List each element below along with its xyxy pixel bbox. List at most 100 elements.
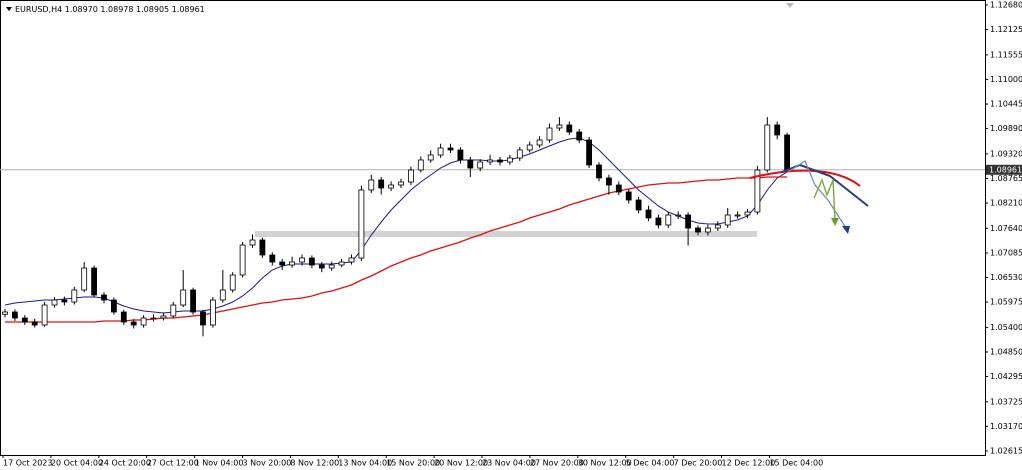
candle-body xyxy=(91,267,97,296)
header-low: 1.08905 xyxy=(136,5,169,14)
candle-body xyxy=(467,159,474,169)
candle-body xyxy=(2,311,8,315)
x-tick-label: 27 Nov 20:00 xyxy=(530,459,584,468)
candle-body xyxy=(81,267,88,291)
candle-body xyxy=(41,304,48,326)
candle-body xyxy=(764,124,771,171)
candle-body xyxy=(774,124,781,136)
current-price-label: 1.08961 xyxy=(989,165,1022,174)
candle-body xyxy=(209,299,216,326)
x-tick-label: 17 Oct 2023 xyxy=(3,459,52,468)
candle-body xyxy=(665,214,672,226)
candle-body xyxy=(21,317,28,323)
candle-body xyxy=(417,159,424,171)
candle-body xyxy=(437,147,444,156)
candle-body xyxy=(348,257,355,263)
candle-body xyxy=(487,159,494,163)
candle-body xyxy=(269,254,276,263)
candle-body xyxy=(31,321,38,326)
candle-body xyxy=(259,239,266,256)
y-tick-label: 1.02615 xyxy=(990,446,1022,455)
candle-body xyxy=(51,299,58,306)
x-tick-label: 15 Dec 04:00 xyxy=(769,459,823,468)
y-tick-label: 1.07085 xyxy=(990,248,1022,257)
candle-body xyxy=(477,161,484,169)
y-tick-label: 1.07640 xyxy=(990,224,1022,233)
x-tick-label: 23 Nov 04:00 xyxy=(482,459,536,468)
candle-body xyxy=(675,214,682,217)
candle-body xyxy=(695,227,701,233)
x-tick-label: 30 Nov 12:00 xyxy=(578,459,632,468)
candle-body xyxy=(71,289,78,303)
header-text: EURUSD,H4 1.08970 1.08978 1.08905 1.0896… xyxy=(15,5,205,14)
candle-body xyxy=(130,321,137,326)
candle-body xyxy=(160,315,167,319)
projection xyxy=(749,160,869,234)
x-tick-label: 24 Oct 20:00 xyxy=(99,459,151,468)
moving-average xyxy=(4,137,788,314)
candle-body xyxy=(338,261,345,266)
candle-body xyxy=(606,177,612,186)
candle-body xyxy=(586,139,592,166)
header-icon xyxy=(6,7,12,11)
y-tick-label: 1.09890 xyxy=(990,124,1022,133)
y-tick-label: 1.05400 xyxy=(990,323,1022,332)
candle-body xyxy=(506,157,513,163)
candle-body xyxy=(388,184,395,189)
candle-body xyxy=(546,127,553,141)
candle-body xyxy=(705,227,711,233)
candle-body xyxy=(556,124,563,129)
candle-body xyxy=(635,199,642,211)
header-high: 1.08978 xyxy=(100,5,133,14)
candle-body xyxy=(536,139,543,146)
candle-body xyxy=(576,131,583,141)
candle-body xyxy=(724,214,731,226)
candle-body xyxy=(299,257,305,263)
candle-body xyxy=(615,184,622,193)
candle-body xyxy=(378,179,385,189)
candle-body xyxy=(784,134,790,171)
candle-body xyxy=(289,261,296,266)
symbol: EURUSD,H4 xyxy=(15,5,62,14)
candle-body xyxy=(229,274,236,291)
candle-body xyxy=(200,311,206,326)
x-tick-label: 7 Dec 20:00 xyxy=(674,459,723,468)
x-tick-label: 27 Oct 12:00 xyxy=(147,459,199,468)
x-tick-label: 5 Dec 04:00 xyxy=(626,459,675,468)
y-tick-label: 1.09320 xyxy=(990,149,1022,158)
moving-average xyxy=(5,176,788,323)
candle-body xyxy=(180,289,187,306)
candle-body xyxy=(249,239,256,246)
candle-body xyxy=(427,154,434,161)
y-tick-label: 1.04295 xyxy=(990,372,1022,381)
x-tick-label: 20 Nov 12:00 xyxy=(434,459,488,468)
candle-body xyxy=(308,257,315,266)
candle-body xyxy=(447,147,454,151)
candle-body xyxy=(457,149,464,161)
candle-body xyxy=(655,217,662,226)
y-tick-label: 1.08210 xyxy=(990,199,1022,208)
candle-body xyxy=(170,304,177,317)
candle-body xyxy=(596,164,602,179)
plot-frame xyxy=(0,0,986,456)
y-tick-label: 1.10445 xyxy=(990,100,1022,109)
candle-body xyxy=(318,264,325,269)
candle-body xyxy=(279,261,286,266)
candle-body xyxy=(398,181,404,186)
candle-body xyxy=(407,169,414,183)
candle-body xyxy=(190,289,197,313)
candle-body xyxy=(516,149,523,159)
zone xyxy=(255,231,757,237)
candle-body xyxy=(358,189,365,259)
candle-body xyxy=(140,317,147,326)
candle-body xyxy=(61,299,68,303)
candle-body xyxy=(368,179,375,191)
candle-body xyxy=(239,244,246,276)
y-tick-label: 1.03170 xyxy=(990,422,1022,431)
current-price-box xyxy=(986,164,1022,175)
candle-body xyxy=(714,224,721,229)
candle-body xyxy=(744,211,751,216)
plot-area xyxy=(0,117,985,337)
x-tick-label: 20 Oct 04:00 xyxy=(51,459,103,468)
